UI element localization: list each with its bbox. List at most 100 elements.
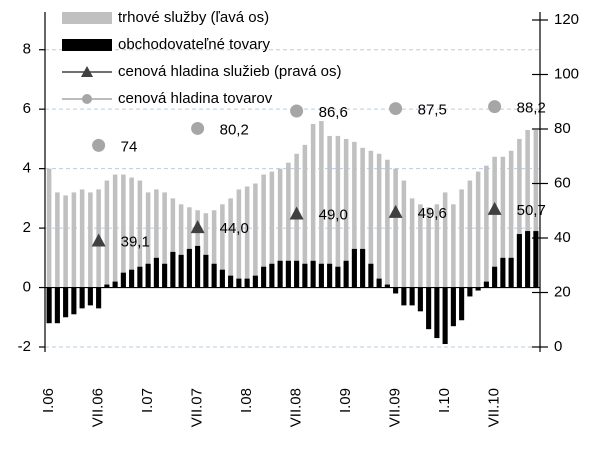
bar bbox=[335, 135, 341, 288]
bar bbox=[483, 281, 489, 288]
legend-label: trhové služby (ľavá os) bbox=[118, 9, 269, 26]
bar bbox=[467, 287, 473, 297]
bar bbox=[318, 263, 324, 288]
legend-label: obchodovateľné tovary bbox=[118, 36, 270, 53]
y2-tick-label: 80 bbox=[554, 120, 571, 137]
y2-tick-label: 60 bbox=[554, 174, 571, 191]
bar bbox=[269, 171, 275, 288]
data-label: 88,2 bbox=[517, 100, 546, 117]
bar bbox=[376, 278, 382, 288]
bar bbox=[145, 263, 151, 288]
data-label: 80,2 bbox=[220, 121, 249, 138]
bar bbox=[112, 281, 118, 288]
legend-marker bbox=[81, 66, 93, 77]
bar bbox=[145, 192, 151, 288]
bar bbox=[137, 180, 143, 288]
bar bbox=[285, 260, 291, 288]
bar bbox=[162, 263, 168, 288]
bar bbox=[500, 257, 506, 288]
bar bbox=[137, 266, 143, 288]
bar bbox=[220, 204, 225, 288]
point bbox=[488, 100, 502, 114]
bar bbox=[442, 192, 448, 288]
point bbox=[487, 201, 502, 215]
bar bbox=[351, 248, 357, 288]
bar bbox=[434, 287, 440, 339]
bar bbox=[96, 287, 102, 309]
bar bbox=[228, 275, 234, 288]
bar bbox=[426, 207, 431, 288]
x-tick-label: I.07 bbox=[139, 388, 156, 413]
y2-tick-label: 100 bbox=[554, 65, 579, 82]
bar bbox=[104, 284, 110, 288]
legend-label: cenová hladina tovarov bbox=[118, 90, 273, 107]
bar bbox=[442, 287, 448, 345]
bar bbox=[475, 171, 481, 288]
bar bbox=[162, 192, 167, 288]
legend-swatch bbox=[62, 39, 112, 51]
bar bbox=[178, 204, 184, 288]
bar bbox=[409, 287, 415, 306]
bar bbox=[261, 174, 266, 288]
bar bbox=[203, 213, 209, 288]
y2-tick-label: 120 bbox=[554, 11, 579, 28]
bar bbox=[55, 192, 60, 288]
bar bbox=[434, 204, 440, 288]
point bbox=[290, 104, 304, 118]
data-label: 50,7 bbox=[517, 202, 546, 219]
point bbox=[389, 102, 403, 116]
bar bbox=[533, 231, 539, 288]
y-tick-label: 4 bbox=[23, 160, 31, 177]
bar bbox=[517, 138, 522, 288]
y-tick-label: 2 bbox=[23, 219, 31, 236]
bar bbox=[385, 159, 390, 288]
y-tick-label: 0 bbox=[23, 279, 31, 296]
x-tick-label: VII.10 bbox=[486, 388, 503, 427]
bar bbox=[533, 129, 539, 288]
bar bbox=[88, 192, 93, 288]
bar bbox=[451, 204, 456, 288]
bar bbox=[244, 278, 250, 288]
data-label: 44,0 bbox=[220, 220, 249, 237]
bar bbox=[154, 189, 159, 288]
y-tick-label: 6 bbox=[23, 100, 31, 117]
bar bbox=[294, 260, 300, 288]
bar bbox=[393, 287, 399, 294]
bar bbox=[310, 124, 316, 288]
bar bbox=[153, 257, 159, 288]
bar bbox=[71, 192, 77, 288]
bar bbox=[211, 210, 217, 288]
bar bbox=[195, 245, 201, 288]
bar bbox=[129, 177, 134, 288]
bar bbox=[467, 180, 473, 288]
bar bbox=[352, 141, 357, 288]
bar bbox=[244, 186, 250, 288]
point bbox=[91, 233, 106, 247]
bar bbox=[401, 287, 407, 306]
bar bbox=[261, 266, 267, 288]
bar bbox=[129, 269, 135, 288]
bar bbox=[104, 180, 110, 288]
bar bbox=[525, 231, 531, 288]
legend-label: cenová hladina služieb (pravá os) bbox=[118, 63, 341, 80]
data-label: 39,1 bbox=[121, 233, 150, 250]
bar bbox=[508, 150, 514, 288]
bar bbox=[302, 263, 308, 288]
bar bbox=[368, 150, 374, 288]
y-tick-label: 8 bbox=[23, 41, 31, 58]
bar bbox=[310, 260, 316, 288]
point bbox=[289, 206, 304, 220]
bar bbox=[484, 165, 489, 288]
bar bbox=[500, 156, 506, 288]
legend-swatch bbox=[62, 12, 112, 24]
bar bbox=[492, 266, 498, 288]
bar bbox=[368, 263, 374, 288]
bar bbox=[63, 195, 68, 288]
bar bbox=[54, 287, 60, 324]
bar bbox=[343, 260, 349, 288]
bar bbox=[360, 147, 365, 288]
bar bbox=[286, 162, 291, 288]
bar bbox=[203, 254, 209, 288]
bar bbox=[277, 168, 283, 288]
bar bbox=[450, 287, 456, 327]
